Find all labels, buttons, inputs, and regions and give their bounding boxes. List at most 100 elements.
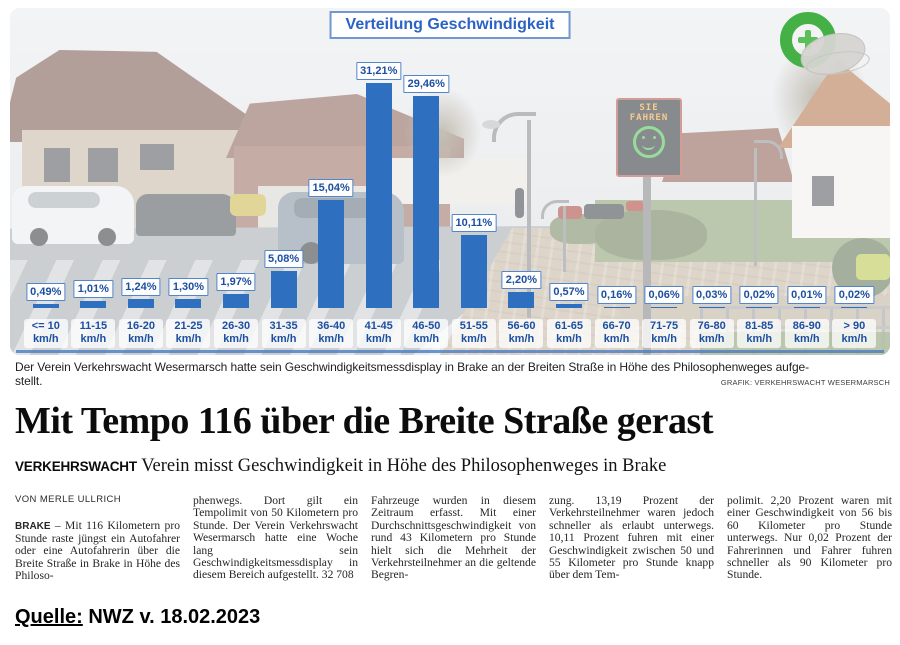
photo-distant-car xyxy=(584,204,624,219)
bar-category-label: 16-20 km/h xyxy=(118,318,163,348)
photo-background-object xyxy=(856,254,890,280)
speed-sign-text: SIE xyxy=(639,103,659,113)
caption-line1: Der Verein Verkehrswacht Wesermarsch hat… xyxy=(15,360,809,374)
chart-column: 29,46% 46-50 km/h xyxy=(403,8,451,355)
photo-street-lamp xyxy=(563,206,566,272)
photo-street-lamp xyxy=(541,200,569,219)
article-lead-text: – Mit 116 Kilometern pro Stunde raste jü… xyxy=(15,519,181,583)
bar xyxy=(270,271,297,308)
bar-category-label: 86-90 km/h xyxy=(784,318,829,348)
speed-distribution-chart: 0,49% <= 10 km/h 1,01% 11-15 km/h 1,24% 16-20 km… xyxy=(10,8,890,355)
chart-bars: 0,49% <= 10 km/h 1,01% 11-15 km/h 1,24% 16-20 km… xyxy=(22,8,878,355)
photo-pedestrian xyxy=(515,188,524,218)
logo-plus-icon xyxy=(798,37,818,43)
chart-column: 15,04% 36-40 km/h xyxy=(307,8,355,355)
chart-column: 0,16% 66-70 km/h xyxy=(593,8,641,355)
article-column-1: VON MERLE ULLRICH BRAKE – Mit 116 Kilome… xyxy=(15,494,181,583)
photo-wheel xyxy=(300,242,322,264)
chart-column: 10,11% 51-55 km/h xyxy=(450,8,498,355)
bar-category-label: 11-15 km/h xyxy=(71,318,116,348)
photo-street-lamp xyxy=(754,140,783,159)
bar-value-label: 1,97% xyxy=(216,272,256,291)
speed-display-sign: SIE FAHREN xyxy=(616,98,682,177)
photo-distant-car xyxy=(626,201,644,211)
bar-value-label: 0,03% xyxy=(692,285,732,304)
bar-value-label: 10,11% xyxy=(451,214,497,233)
bar-category-label: 21-25 km/h xyxy=(166,318,211,348)
smiley-icon xyxy=(633,126,665,158)
article-column-2: phenwegs. Dort gilt ein Tempolimit von 5… xyxy=(193,494,358,582)
article-subheadline: VERKEHRSWACHT Verein misst Geschwindigke… xyxy=(15,456,666,477)
bar xyxy=(318,199,345,308)
nwz-logo-icon xyxy=(776,10,876,82)
bar xyxy=(365,83,392,308)
bar-value-label: 0,06% xyxy=(644,285,684,304)
article-body: VON MERLE ULLRICH BRAKE – Mit 116 Kilome… xyxy=(15,494,892,583)
caption-line2: stellt. xyxy=(15,374,43,389)
bar xyxy=(555,303,582,308)
photo-house xyxy=(792,126,890,238)
bar-value-label: 29,46% xyxy=(403,74,449,93)
bar xyxy=(413,95,440,308)
photo-street-lamp xyxy=(754,148,757,266)
bar xyxy=(127,299,154,308)
bar-category-label: 71-75 km/h xyxy=(642,318,687,348)
chart-column: 0,02% > 90 km/h xyxy=(831,8,879,355)
bar-value-label: 0,02% xyxy=(834,285,874,304)
photo-sign-pole xyxy=(643,103,651,355)
bar-value-label: 0,49% xyxy=(26,283,66,302)
photo-window xyxy=(44,148,70,182)
chart-column: 1,30% 21-25 km/h xyxy=(165,8,213,355)
photo-wheel xyxy=(30,228,48,246)
bar-category-label: 66-70 km/h xyxy=(594,318,639,348)
bar-category-label: 51-55 km/h xyxy=(451,318,496,348)
bar xyxy=(841,306,868,308)
bar-value-label: 0,01% xyxy=(787,285,827,304)
photo-credit: GRAFIK: VERKEHRSWACHT WESERMARSCH xyxy=(720,378,890,388)
bar-value-label: 0,02% xyxy=(739,285,779,304)
bar xyxy=(175,298,202,308)
photo-window xyxy=(812,176,834,206)
bar xyxy=(223,293,250,308)
bar-category-label: 56-60 km/h xyxy=(499,318,544,348)
article-lead-paragraph: BRAKE – Mit 116 Kilometern pro Stunde ra… xyxy=(15,519,181,583)
bar-value-label: 5,08% xyxy=(263,250,304,269)
photo-car-window xyxy=(28,192,100,208)
bar xyxy=(651,306,678,308)
chart-column: 0,06% 71-75 km/h xyxy=(640,8,688,355)
bar xyxy=(460,235,487,308)
chart-column: 0,03% 76-80 km/h xyxy=(688,8,736,355)
bar-value-label: 0,16% xyxy=(596,285,637,304)
photo-street-lamp xyxy=(482,120,500,129)
bar-category-label: 31-35 km/h xyxy=(261,318,306,348)
bar xyxy=(698,306,725,308)
photo-window xyxy=(88,148,118,182)
bar xyxy=(80,300,107,308)
article-column-5: polimit. 2,20 Prozent waren mit einer Ge… xyxy=(727,494,892,582)
source-label: Quelle: xyxy=(15,606,83,628)
bar xyxy=(746,306,773,308)
source-line: Quelle: NWZ v. 18.02.2023 xyxy=(15,606,260,629)
article-subhead-text: Verein misst Geschwindigkeit in Höhe des… xyxy=(136,456,667,476)
article-kicker: VERKEHRSWACHT xyxy=(15,459,137,474)
article-location: BRAKE xyxy=(15,521,51,533)
bar xyxy=(508,292,535,308)
bar-value-label: 31,21% xyxy=(356,62,402,81)
photo-wheel xyxy=(98,228,116,246)
chart-column: 31,21% 41-45 km/h xyxy=(355,8,403,355)
bar-value-label: 15,04% xyxy=(308,178,354,197)
article-headline: Mit Tempo 116 über die Breite Straße ger… xyxy=(15,400,713,442)
bar-category-label: 41-45 km/h xyxy=(356,318,401,348)
chart-column: 5,08% 31-35 km/h xyxy=(260,8,308,355)
chart-axis-line xyxy=(16,350,884,353)
source-text: NWZ v. 18.02.2023 xyxy=(82,606,261,628)
bar xyxy=(793,306,820,308)
photo-caption: Der Verein Verkehrswacht Wesermarsch hat… xyxy=(15,360,890,388)
bar-category-label: > 90 km/h xyxy=(832,318,877,348)
chart-title: Verteilung Geschwindigkeit xyxy=(329,11,571,39)
article-column-4: zung. 13,19 Prozent der Verkehrsteilnehm… xyxy=(549,494,714,582)
chart-column: 1,01% 11-15 km/h xyxy=(70,8,118,355)
bar-category-label: 26-30 km/h xyxy=(214,318,259,348)
article-column-3: Fahrzeuge wurden in diesem Zeitraum erfa… xyxy=(371,494,536,582)
